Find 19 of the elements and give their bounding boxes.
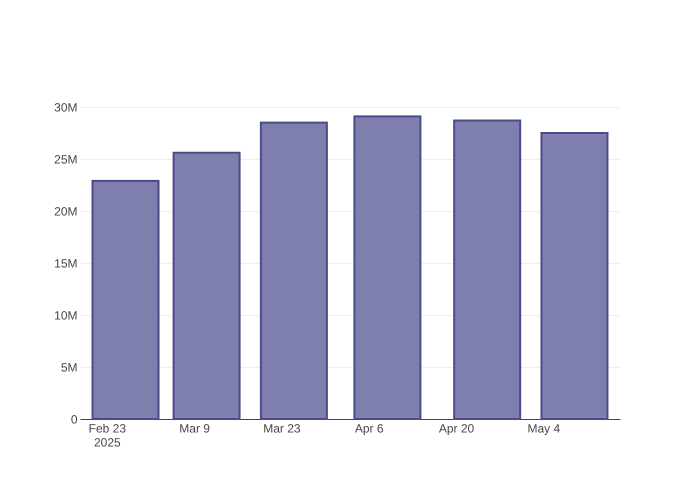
- y-tick-label: 25M: [54, 152, 78, 166]
- x-tick-label: Mar 9: [179, 422, 210, 436]
- bar: [260, 122, 328, 420]
- x-tick-label: Mar 23: [263, 422, 301, 436]
- bar: [92, 180, 160, 420]
- y-tick-label: 0: [70, 412, 78, 426]
- x-tick-label: Apr 6: [354, 422, 384, 436]
- bar: [453, 120, 522, 420]
- y-tick-label: 10M: [54, 308, 78, 322]
- y-tick-label: 5M: [60, 360, 78, 374]
- y-tick-label: 15M: [54, 256, 78, 270]
- x-tick-label: May 4: [527, 422, 560, 436]
- y-tick-label: 20M: [54, 204, 78, 218]
- x-tick-label: Apr 20: [438, 422, 474, 436]
- bar: [353, 115, 422, 420]
- y-tick-label: 30M: [54, 100, 78, 114]
- bar: [540, 132, 608, 420]
- bar: [172, 152, 241, 420]
- x-tick-label: Feb 23 2025: [88, 422, 126, 450]
